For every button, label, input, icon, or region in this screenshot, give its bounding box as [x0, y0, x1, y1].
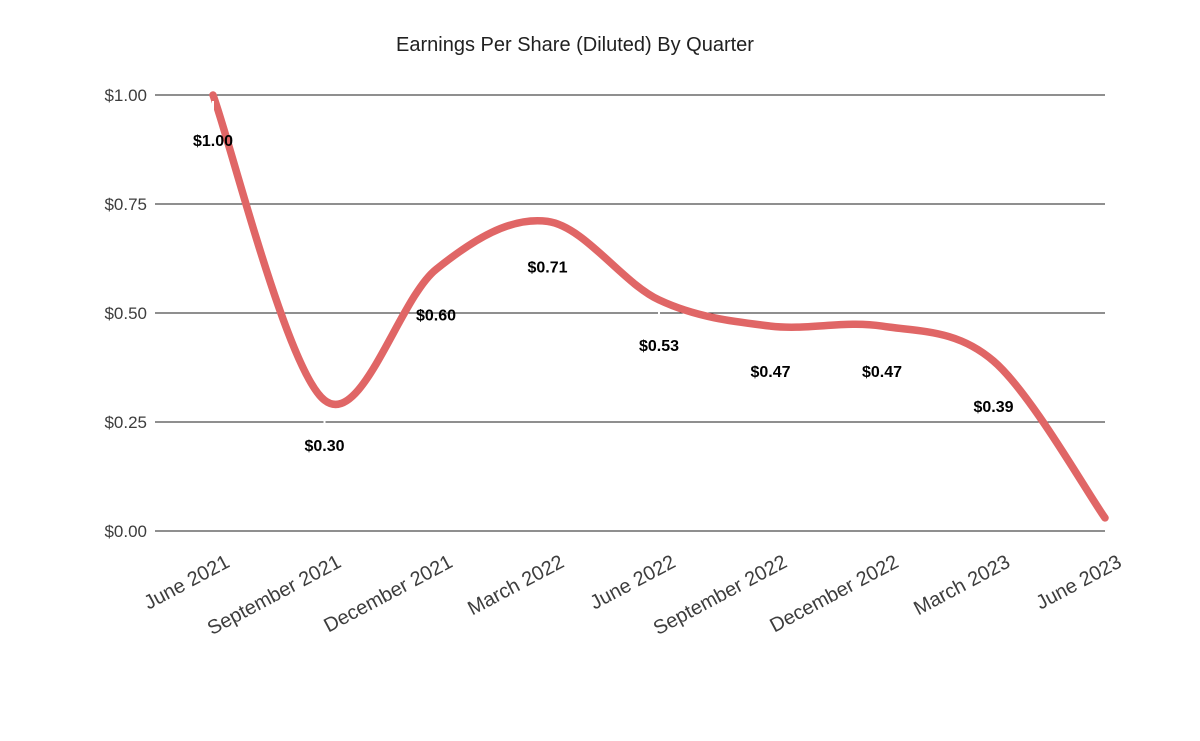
data-label: $0.71 [527, 259, 567, 276]
y-axis-tick-label: $0.50 [104, 304, 147, 323]
x-axis-tick-label: June 2022 [587, 551, 680, 614]
chart-title: Earnings Per Share (Diluted) By Quarter [396, 34, 754, 56]
data-label: $0.47 [750, 364, 790, 381]
data-label: $0.53 [639, 338, 679, 355]
y-axis-tick-label: $0.00 [104, 522, 147, 541]
y-axis-tick-label: $0.25 [104, 413, 147, 432]
x-axis-tick-label: March 2022 [464, 551, 568, 620]
x-axis-tick-label: March 2023 [910, 551, 1014, 620]
data-label: $0.39 [973, 399, 1013, 416]
y-axis-tick-label: $0.75 [104, 195, 147, 214]
series-line [209, 91, 1109, 522]
data-label: $0.47 [862, 364, 902, 381]
data-label: $1.00 [193, 133, 233, 150]
x-axis-tick-label: June 2021 [141, 551, 234, 614]
data-label: $0.30 [304, 438, 344, 455]
y-axis-tick-label: $1.00 [104, 86, 147, 105]
data-label: $0.60 [416, 307, 456, 324]
x-axis-tick-label: June 2023 [1033, 551, 1126, 614]
